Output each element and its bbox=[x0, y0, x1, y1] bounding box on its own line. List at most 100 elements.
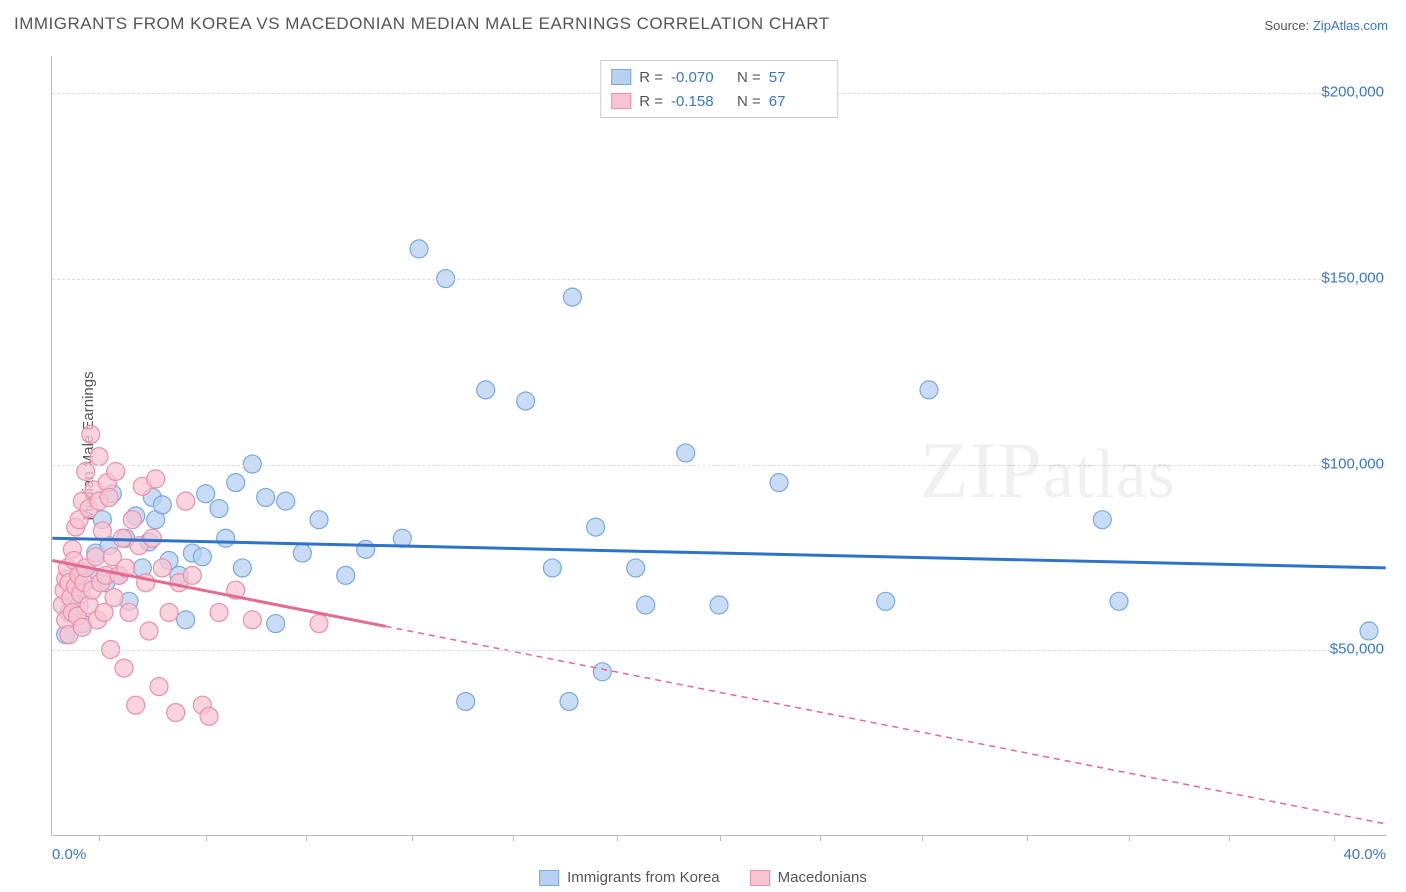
stat-n-value-macedonia: 67 bbox=[769, 93, 827, 110]
y-tick-label: $100,000 bbox=[1321, 455, 1388, 472]
data-point-korea bbox=[293, 544, 311, 562]
data-point-korea bbox=[877, 592, 895, 610]
data-point-korea bbox=[197, 485, 215, 503]
data-point-korea bbox=[593, 663, 611, 681]
data-point-macedonia bbox=[150, 678, 168, 696]
x-tick bbox=[99, 835, 100, 841]
grid-line bbox=[52, 650, 1386, 651]
data-point-korea bbox=[677, 444, 695, 462]
data-point-macedonia bbox=[120, 603, 138, 621]
data-point-korea bbox=[1360, 622, 1378, 640]
bottom-legend: Immigrants from Korea Macedonians bbox=[531, 867, 875, 888]
x-tick bbox=[820, 835, 821, 841]
data-point-korea bbox=[193, 548, 211, 566]
stat-r-label: R = bbox=[639, 93, 663, 110]
chart-title: IMMIGRANTS FROM KOREA VS MACEDONIAN MEDI… bbox=[14, 14, 830, 34]
legend-swatch-macedonia bbox=[750, 870, 770, 886]
plot-area: ZIPatlas R = -0.070N = 57R = -0.158N = 6… bbox=[51, 56, 1386, 836]
data-point-korea bbox=[587, 518, 605, 536]
data-point-macedonia bbox=[183, 566, 201, 584]
regression-line-korea bbox=[52, 538, 1385, 568]
data-point-macedonia bbox=[210, 603, 228, 621]
data-point-korea bbox=[543, 559, 561, 577]
data-point-korea bbox=[277, 492, 295, 510]
legend-swatch-korea bbox=[539, 870, 559, 886]
x-axis-max-label: 40.0% bbox=[1343, 846, 1386, 863]
chart-container: IMMIGRANTS FROM KOREA VS MACEDONIAN MEDI… bbox=[0, 0, 1406, 892]
header: IMMIGRANTS FROM KOREA VS MACEDONIAN MEDI… bbox=[0, 0, 1406, 46]
data-point-macedonia bbox=[243, 611, 261, 629]
data-point-korea bbox=[210, 500, 228, 518]
x-tick bbox=[1334, 835, 1335, 841]
data-point-macedonia bbox=[115, 659, 133, 677]
y-tick-label: $150,000 bbox=[1321, 269, 1388, 286]
x-axis-min-label: 0.0% bbox=[52, 846, 86, 863]
x-tick bbox=[306, 835, 307, 841]
data-point-korea bbox=[177, 611, 195, 629]
data-point-korea bbox=[457, 692, 475, 710]
data-point-macedonia bbox=[82, 425, 100, 443]
data-point-macedonia bbox=[123, 511, 141, 529]
data-point-macedonia bbox=[167, 704, 185, 722]
stat-n-label: N = bbox=[737, 69, 761, 86]
y-tick-label: $50,000 bbox=[1330, 641, 1388, 658]
scatter-svg bbox=[52, 56, 1386, 835]
data-point-korea bbox=[217, 529, 235, 547]
legend-label-korea: Immigrants from Korea bbox=[567, 869, 720, 886]
stat-n-value-korea: 57 bbox=[769, 69, 827, 86]
data-point-korea bbox=[267, 615, 285, 633]
data-point-korea bbox=[560, 692, 578, 710]
data-point-macedonia bbox=[177, 492, 195, 510]
data-point-korea bbox=[233, 559, 251, 577]
stats-row-korea: R = -0.070N = 57 bbox=[611, 65, 827, 89]
source: Source: ZipAtlas.com bbox=[1264, 18, 1388, 33]
legend-item-macedonia: Macedonians bbox=[750, 869, 867, 886]
data-point-macedonia bbox=[310, 615, 328, 633]
data-point-macedonia bbox=[143, 529, 161, 547]
stats-row-macedonia: R = -0.158N = 67 bbox=[611, 89, 827, 113]
data-point-korea bbox=[153, 496, 171, 514]
data-point-macedonia bbox=[153, 559, 171, 577]
stat-r-label: R = bbox=[639, 69, 663, 86]
data-point-macedonia bbox=[147, 470, 165, 488]
regression-line-macedonia-dashed bbox=[386, 626, 1386, 824]
data-point-korea bbox=[310, 511, 328, 529]
data-point-korea bbox=[517, 392, 535, 410]
legend-item-korea: Immigrants from Korea bbox=[539, 869, 720, 886]
data-point-korea bbox=[1110, 592, 1128, 610]
data-point-korea bbox=[920, 381, 938, 399]
x-tick bbox=[1129, 835, 1130, 841]
data-point-korea bbox=[477, 381, 495, 399]
data-point-macedonia bbox=[105, 589, 123, 607]
data-point-korea bbox=[637, 596, 655, 614]
stat-n-label: N = bbox=[737, 93, 761, 110]
y-tick-label: $200,000 bbox=[1321, 84, 1388, 101]
legend-label-macedonia: Macedonians bbox=[778, 869, 867, 886]
data-point-macedonia bbox=[100, 488, 118, 506]
x-tick bbox=[513, 835, 514, 841]
grid-line bbox=[52, 279, 1386, 280]
data-point-macedonia bbox=[87, 548, 105, 566]
x-tick bbox=[206, 835, 207, 841]
stats-legend: R = -0.070N = 57R = -0.158N = 67 bbox=[600, 60, 838, 118]
source-label: Source: bbox=[1264, 18, 1312, 33]
x-tick bbox=[412, 835, 413, 841]
data-point-korea bbox=[357, 540, 375, 558]
grid-line bbox=[52, 465, 1386, 466]
source-link[interactable]: ZipAtlas.com bbox=[1313, 18, 1388, 33]
data-point-korea bbox=[1093, 511, 1111, 529]
data-point-macedonia bbox=[200, 707, 218, 725]
data-point-macedonia bbox=[160, 603, 178, 621]
data-point-korea bbox=[337, 566, 355, 584]
legend-swatch-macedonia bbox=[611, 93, 631, 109]
x-tick bbox=[1229, 835, 1230, 841]
data-point-macedonia bbox=[127, 696, 145, 714]
x-tick bbox=[922, 835, 923, 841]
data-point-korea bbox=[627, 559, 645, 577]
x-tick bbox=[1027, 835, 1028, 841]
data-point-korea bbox=[257, 488, 275, 506]
data-point-macedonia bbox=[90, 448, 108, 466]
x-tick bbox=[617, 835, 618, 841]
data-point-macedonia bbox=[140, 622, 158, 640]
data-point-macedonia bbox=[93, 522, 111, 540]
